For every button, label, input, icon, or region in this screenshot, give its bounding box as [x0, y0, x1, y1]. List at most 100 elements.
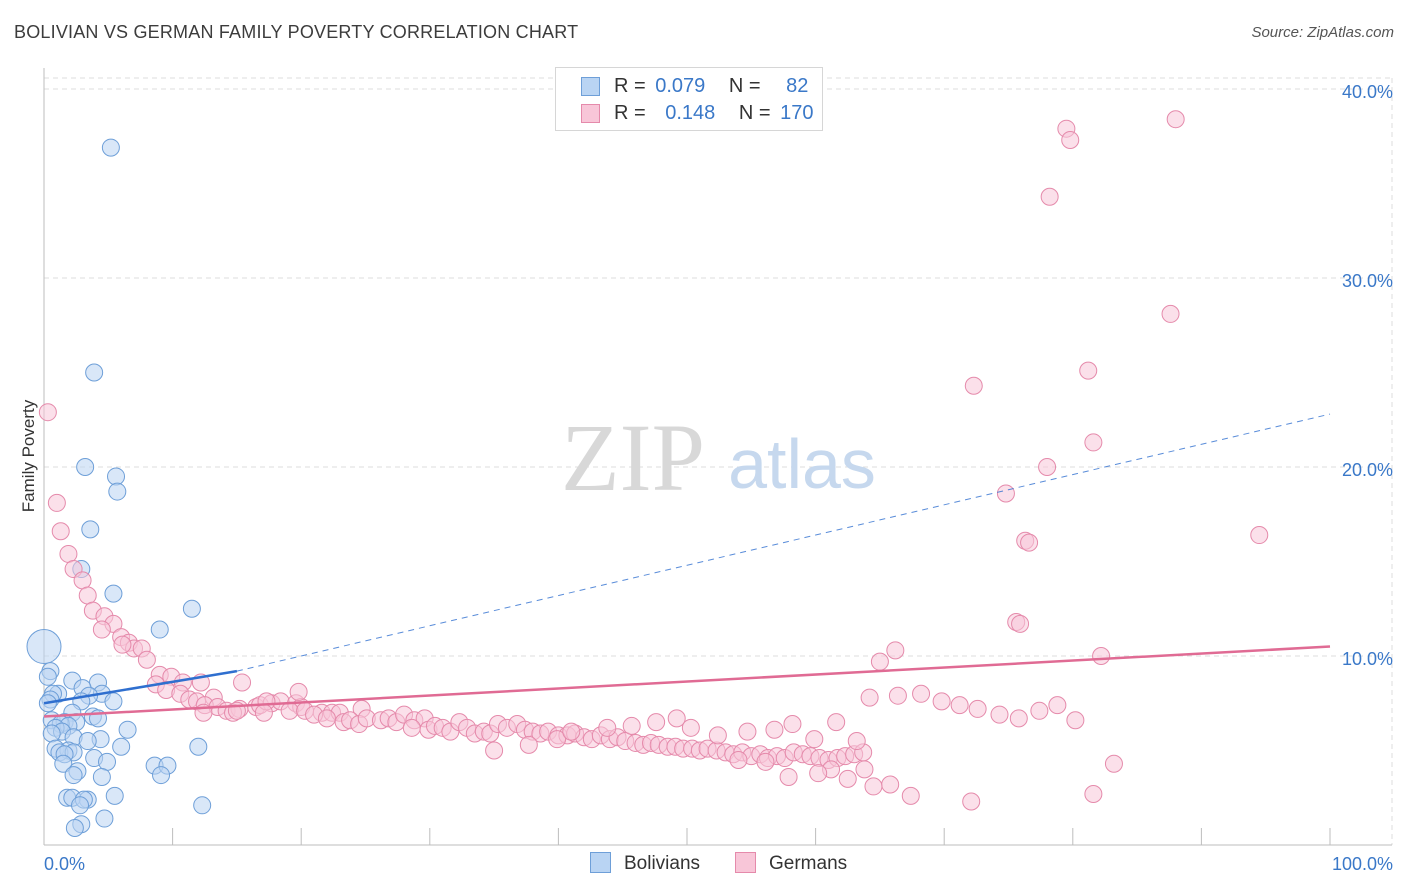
germans-trend-line: [43, 645, 1331, 718]
bolivian-point: [118, 720, 137, 739]
german-point: [783, 715, 802, 734]
german-point: [912, 684, 931, 703]
german-point: [113, 635, 132, 654]
german-point: [1066, 711, 1085, 730]
n-label: N =: [728, 75, 761, 97]
n-label: N =: [738, 102, 771, 124]
german-point: [805, 730, 824, 749]
bolivian-point: [85, 363, 104, 382]
german-point: [1084, 784, 1103, 803]
german-point: [622, 716, 641, 735]
german-point: [756, 752, 775, 771]
german-point: [598, 718, 617, 737]
bolivian-point: [107, 467, 126, 486]
bolivian-point: [81, 520, 100, 539]
german-point: [59, 544, 78, 563]
german-point: [1166, 110, 1185, 129]
bolivian-point: [42, 724, 61, 743]
german-point: [847, 732, 866, 751]
german-point: [280, 701, 299, 720]
bolivian-point: [189, 737, 208, 756]
r-value-bolivians: 0.079: [655, 75, 706, 97]
german-point: [888, 686, 907, 705]
german-point: [809, 764, 828, 783]
german-point: [729, 750, 748, 769]
german-point: [779, 767, 798, 786]
bolivian-point: [38, 667, 57, 686]
german-point: [485, 741, 504, 760]
german-point: [1061, 131, 1080, 150]
y-tick-label: 10.0%: [1342, 649, 1393, 669]
bolivian-point: [26, 629, 62, 665]
stats-legend: R = 0.079 N = 82 R = 0.148 N = 170: [555, 67, 823, 131]
german-point: [1009, 709, 1028, 728]
german-point: [233, 673, 252, 692]
bolivian-point: [150, 620, 169, 639]
chart-title: BOLIVIAN VS GERMAN FAMILY POVERTY CORREL…: [14, 22, 579, 42]
bolivian-point: [65, 818, 84, 837]
r-label: R =: [614, 75, 646, 97]
bolivian-point: [64, 766, 83, 785]
german-point: [78, 586, 97, 605]
bolivian-point: [152, 766, 171, 785]
german-point: [881, 775, 900, 794]
german-point: [886, 641, 905, 660]
german-point: [562, 722, 581, 741]
german-point: [1038, 458, 1057, 476]
bolivian-point: [112, 737, 131, 756]
watermark: ZIP atlas: [561, 404, 876, 511]
legend-label-germans: Germans: [769, 853, 848, 874]
x-tick-label: 100.0%: [1332, 854, 1393, 874]
german-point: [827, 713, 846, 732]
german-point: [1030, 701, 1049, 720]
bolivians-trend-line: [43, 669, 238, 705]
german-point: [1040, 187, 1059, 206]
german-point: [901, 786, 920, 805]
german-point: [708, 726, 727, 745]
y-tick-label: 20.0%: [1342, 460, 1393, 480]
bolivian-point: [193, 796, 212, 815]
bolivian-point: [108, 482, 127, 501]
y-axis-label: Family Poverty: [19, 399, 38, 512]
bolivian-point: [182, 599, 201, 618]
bolivian-point: [71, 796, 90, 815]
german-point: [1079, 361, 1098, 380]
german-point: [838, 769, 857, 788]
german-point: [92, 620, 111, 639]
bolivians-swatch: [581, 77, 600, 96]
german-point: [996, 484, 1015, 503]
bolivian-point: [104, 584, 123, 603]
x-tick-label: 0.0%: [44, 854, 85, 874]
german-point: [402, 718, 421, 737]
german-point: [254, 703, 273, 722]
german-point: [317, 709, 336, 728]
r-label: R =: [614, 102, 646, 124]
watermark-zip: ZIP: [561, 404, 705, 511]
german-point: [950, 696, 969, 715]
r-value-germans: 0.148: [665, 102, 716, 124]
germans-swatch: [735, 852, 756, 873]
bolivian-point: [105, 786, 124, 805]
data-points: [26, 110, 1269, 837]
german-point: [864, 777, 883, 796]
bolivian-point: [98, 752, 117, 771]
german-point: [1250, 526, 1269, 545]
bolivians-swatch: [590, 852, 611, 873]
german-point: [1020, 533, 1039, 552]
germans-swatch: [581, 104, 600, 123]
german-point: [964, 376, 983, 395]
german-point: [765, 720, 784, 739]
tick-labels: 10.0% 20.0% 30.0% 40.0% 0.0% 100.0%: [44, 82, 1393, 874]
bolivian-point: [101, 138, 120, 157]
german-point: [990, 705, 1009, 724]
german-point: [73, 571, 92, 590]
german-point: [1161, 304, 1180, 323]
german-point: [855, 760, 874, 779]
watermark-atlas: atlas: [728, 425, 876, 503]
german-point: [962, 792, 981, 811]
german-point: [667, 709, 686, 728]
german-point: [548, 730, 567, 749]
legend-label-bolivians: Bolivians: [624, 853, 701, 874]
german-point: [860, 688, 879, 707]
